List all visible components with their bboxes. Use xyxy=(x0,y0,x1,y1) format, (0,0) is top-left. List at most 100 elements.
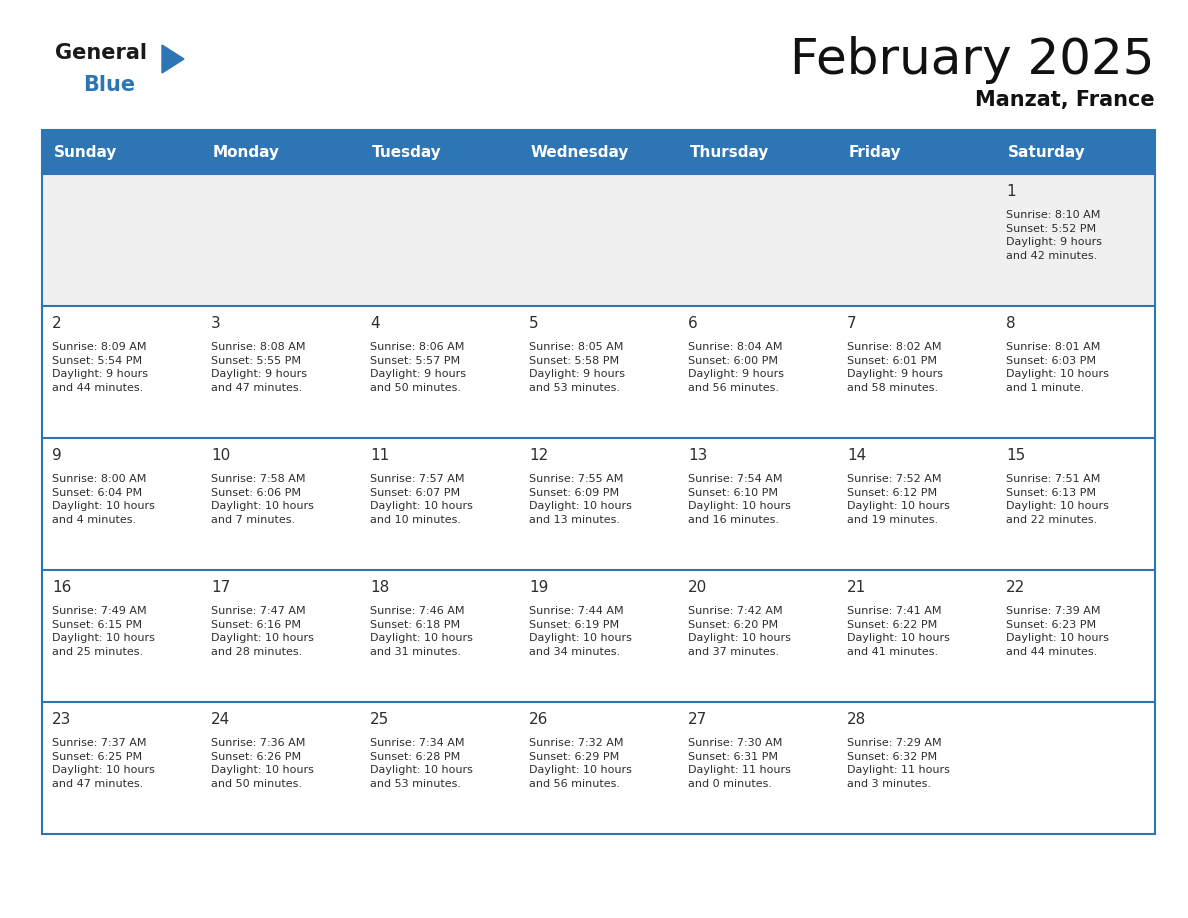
Text: 2: 2 xyxy=(52,316,62,331)
Bar xyxy=(360,438,519,570)
Bar xyxy=(838,174,996,306)
Text: 17: 17 xyxy=(211,580,230,595)
Text: 22: 22 xyxy=(1006,580,1025,595)
Bar xyxy=(42,570,201,702)
Bar xyxy=(360,570,519,702)
Bar xyxy=(519,438,678,570)
Text: February 2025: February 2025 xyxy=(790,36,1155,84)
Text: Sunrise: 8:09 AM
Sunset: 5:54 PM
Daylight: 9 hours
and 44 minutes.: Sunrise: 8:09 AM Sunset: 5:54 PM Dayligh… xyxy=(52,342,148,393)
Text: Sunrise: 7:49 AM
Sunset: 6:15 PM
Daylight: 10 hours
and 25 minutes.: Sunrise: 7:49 AM Sunset: 6:15 PM Dayligh… xyxy=(52,606,154,656)
Text: Sunrise: 7:34 AM
Sunset: 6:28 PM
Daylight: 10 hours
and 53 minutes.: Sunrise: 7:34 AM Sunset: 6:28 PM Dayligh… xyxy=(369,738,473,789)
Bar xyxy=(838,306,996,438)
Bar xyxy=(42,174,201,306)
Bar xyxy=(201,306,360,438)
Text: Sunrise: 7:47 AM
Sunset: 6:16 PM
Daylight: 10 hours
and 28 minutes.: Sunrise: 7:47 AM Sunset: 6:16 PM Dayligh… xyxy=(211,606,314,656)
Bar xyxy=(42,306,201,438)
Bar xyxy=(360,702,519,834)
Bar xyxy=(519,570,678,702)
Text: Sunrise: 8:06 AM
Sunset: 5:57 PM
Daylight: 9 hours
and 50 minutes.: Sunrise: 8:06 AM Sunset: 5:57 PM Dayligh… xyxy=(369,342,466,393)
Text: Tuesday: Tuesday xyxy=(372,144,442,160)
Bar xyxy=(838,438,996,570)
Text: Blue: Blue xyxy=(83,75,135,95)
Text: 1: 1 xyxy=(1006,184,1016,199)
Text: Sunrise: 7:32 AM
Sunset: 6:29 PM
Daylight: 10 hours
and 56 minutes.: Sunrise: 7:32 AM Sunset: 6:29 PM Dayligh… xyxy=(529,738,632,789)
Text: Thursday: Thursday xyxy=(690,144,770,160)
Text: 10: 10 xyxy=(211,448,230,463)
Text: 7: 7 xyxy=(847,316,857,331)
Text: 6: 6 xyxy=(688,316,697,331)
Text: Sunrise: 7:36 AM
Sunset: 6:26 PM
Daylight: 10 hours
and 50 minutes.: Sunrise: 7:36 AM Sunset: 6:26 PM Dayligh… xyxy=(211,738,314,789)
Bar xyxy=(201,702,360,834)
Text: Sunday: Sunday xyxy=(53,144,118,160)
Text: Sunrise: 8:10 AM
Sunset: 5:52 PM
Daylight: 9 hours
and 42 minutes.: Sunrise: 8:10 AM Sunset: 5:52 PM Dayligh… xyxy=(1006,210,1102,261)
Bar xyxy=(996,306,1155,438)
Bar xyxy=(42,702,201,834)
Text: Friday: Friday xyxy=(849,144,902,160)
Bar xyxy=(838,702,996,834)
Text: Sunrise: 8:04 AM
Sunset: 6:00 PM
Daylight: 9 hours
and 56 minutes.: Sunrise: 8:04 AM Sunset: 6:00 PM Dayligh… xyxy=(688,342,784,393)
Text: Sunrise: 8:05 AM
Sunset: 5:58 PM
Daylight: 9 hours
and 53 minutes.: Sunrise: 8:05 AM Sunset: 5:58 PM Dayligh… xyxy=(529,342,625,393)
Bar xyxy=(519,306,678,438)
Bar xyxy=(678,174,838,306)
Text: Sunrise: 8:00 AM
Sunset: 6:04 PM
Daylight: 10 hours
and 4 minutes.: Sunrise: 8:00 AM Sunset: 6:04 PM Dayligh… xyxy=(52,474,154,525)
Text: 11: 11 xyxy=(369,448,390,463)
Bar xyxy=(838,570,996,702)
Text: Wednesday: Wednesday xyxy=(531,144,630,160)
Text: Sunrise: 7:52 AM
Sunset: 6:12 PM
Daylight: 10 hours
and 19 minutes.: Sunrise: 7:52 AM Sunset: 6:12 PM Dayligh… xyxy=(847,474,950,525)
Bar xyxy=(678,570,838,702)
Text: 5: 5 xyxy=(529,316,538,331)
Text: 20: 20 xyxy=(688,580,707,595)
Bar xyxy=(201,570,360,702)
Text: Saturday: Saturday xyxy=(1007,144,1086,160)
Bar xyxy=(42,438,201,570)
Text: Sunrise: 7:46 AM
Sunset: 6:18 PM
Daylight: 10 hours
and 31 minutes.: Sunrise: 7:46 AM Sunset: 6:18 PM Dayligh… xyxy=(369,606,473,656)
Bar xyxy=(519,702,678,834)
Text: 3: 3 xyxy=(211,316,221,331)
Bar xyxy=(42,130,1155,834)
Text: 24: 24 xyxy=(211,712,230,727)
Text: 15: 15 xyxy=(1006,448,1025,463)
Text: Sunrise: 7:39 AM
Sunset: 6:23 PM
Daylight: 10 hours
and 44 minutes.: Sunrise: 7:39 AM Sunset: 6:23 PM Dayligh… xyxy=(1006,606,1108,656)
Bar xyxy=(996,174,1155,306)
Text: 16: 16 xyxy=(52,580,71,595)
Bar xyxy=(678,438,838,570)
Text: Sunrise: 7:41 AM
Sunset: 6:22 PM
Daylight: 10 hours
and 41 minutes.: Sunrise: 7:41 AM Sunset: 6:22 PM Dayligh… xyxy=(847,606,950,656)
Text: 27: 27 xyxy=(688,712,707,727)
Text: 23: 23 xyxy=(52,712,71,727)
Text: Sunrise: 7:51 AM
Sunset: 6:13 PM
Daylight: 10 hours
and 22 minutes.: Sunrise: 7:51 AM Sunset: 6:13 PM Dayligh… xyxy=(1006,474,1108,525)
Text: Sunrise: 7:42 AM
Sunset: 6:20 PM
Daylight: 10 hours
and 37 minutes.: Sunrise: 7:42 AM Sunset: 6:20 PM Dayligh… xyxy=(688,606,791,656)
Text: Monday: Monday xyxy=(213,144,280,160)
Text: 14: 14 xyxy=(847,448,866,463)
Text: Sunrise: 7:58 AM
Sunset: 6:06 PM
Daylight: 10 hours
and 7 minutes.: Sunrise: 7:58 AM Sunset: 6:06 PM Dayligh… xyxy=(211,474,314,525)
Bar xyxy=(360,306,519,438)
Text: 9: 9 xyxy=(52,448,62,463)
Text: 28: 28 xyxy=(847,712,866,727)
Bar xyxy=(201,174,360,306)
Text: 8: 8 xyxy=(1006,316,1016,331)
Text: General: General xyxy=(55,43,147,63)
Bar xyxy=(996,570,1155,702)
Bar xyxy=(996,702,1155,834)
Bar xyxy=(996,438,1155,570)
Polygon shape xyxy=(162,45,184,73)
Text: 26: 26 xyxy=(529,712,549,727)
Text: 19: 19 xyxy=(529,580,549,595)
Text: Sunrise: 8:08 AM
Sunset: 5:55 PM
Daylight: 9 hours
and 47 minutes.: Sunrise: 8:08 AM Sunset: 5:55 PM Dayligh… xyxy=(211,342,307,393)
Text: Sunrise: 8:02 AM
Sunset: 6:01 PM
Daylight: 9 hours
and 58 minutes.: Sunrise: 8:02 AM Sunset: 6:01 PM Dayligh… xyxy=(847,342,943,393)
Bar xyxy=(201,438,360,570)
Bar xyxy=(360,174,519,306)
Text: Sunrise: 8:01 AM
Sunset: 6:03 PM
Daylight: 10 hours
and 1 minute.: Sunrise: 8:01 AM Sunset: 6:03 PM Dayligh… xyxy=(1006,342,1108,393)
Text: Sunrise: 7:30 AM
Sunset: 6:31 PM
Daylight: 11 hours
and 0 minutes.: Sunrise: 7:30 AM Sunset: 6:31 PM Dayligh… xyxy=(688,738,791,789)
Text: 18: 18 xyxy=(369,580,390,595)
Text: 21: 21 xyxy=(847,580,866,595)
Text: Sunrise: 7:54 AM
Sunset: 6:10 PM
Daylight: 10 hours
and 16 minutes.: Sunrise: 7:54 AM Sunset: 6:10 PM Dayligh… xyxy=(688,474,791,525)
Text: Manzat, France: Manzat, France xyxy=(975,90,1155,110)
Bar xyxy=(519,174,678,306)
Text: Sunrise: 7:29 AM
Sunset: 6:32 PM
Daylight: 11 hours
and 3 minutes.: Sunrise: 7:29 AM Sunset: 6:32 PM Dayligh… xyxy=(847,738,950,789)
Text: 4: 4 xyxy=(369,316,380,331)
Bar xyxy=(678,306,838,438)
Bar xyxy=(42,130,1155,174)
Text: 13: 13 xyxy=(688,448,707,463)
Text: 12: 12 xyxy=(529,448,548,463)
Text: Sunrise: 7:37 AM
Sunset: 6:25 PM
Daylight: 10 hours
and 47 minutes.: Sunrise: 7:37 AM Sunset: 6:25 PM Dayligh… xyxy=(52,738,154,789)
